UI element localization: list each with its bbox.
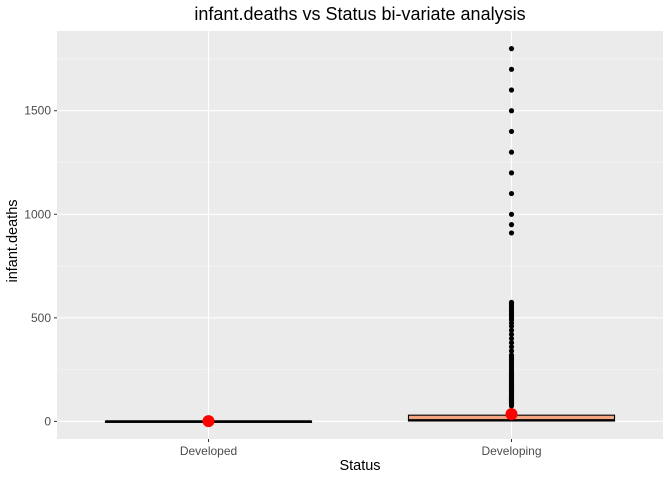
outlier-point xyxy=(508,46,515,52)
outlier-point xyxy=(508,149,515,155)
y-tick-label: 1000 xyxy=(24,207,51,221)
x-axis-title: Status xyxy=(339,458,380,474)
outlier-point xyxy=(508,128,515,135)
outlier-point xyxy=(508,230,515,236)
y-tick-label: 1500 xyxy=(24,104,51,118)
outlier-point xyxy=(508,170,515,176)
outlier-point xyxy=(508,190,515,197)
y-tick-label: 0 xyxy=(44,414,51,428)
mean-point xyxy=(202,415,215,428)
outlier-point xyxy=(508,348,515,354)
outlier-point xyxy=(508,108,515,114)
outlier-point xyxy=(508,331,515,338)
outlier-point xyxy=(508,352,515,358)
y-axis-title: infant.deaths xyxy=(5,199,21,282)
chart-title: infant.deaths vs Status bi-variate analy… xyxy=(194,4,525,24)
outlier-point xyxy=(508,299,515,305)
mean-point xyxy=(505,408,518,421)
outlier-point xyxy=(508,344,515,350)
x-tick-label: Developed xyxy=(180,444,237,458)
outlier-point xyxy=(508,340,515,346)
x-tick-label: Developing xyxy=(481,444,541,458)
y-tick-label: 500 xyxy=(31,311,51,325)
outlier-point xyxy=(508,327,515,333)
plot-panel xyxy=(57,31,663,439)
outlier-point xyxy=(508,66,515,72)
outlier-point xyxy=(508,335,515,342)
outlier-point xyxy=(508,211,515,217)
outlier-point xyxy=(508,87,515,93)
outlier-point xyxy=(508,222,515,228)
